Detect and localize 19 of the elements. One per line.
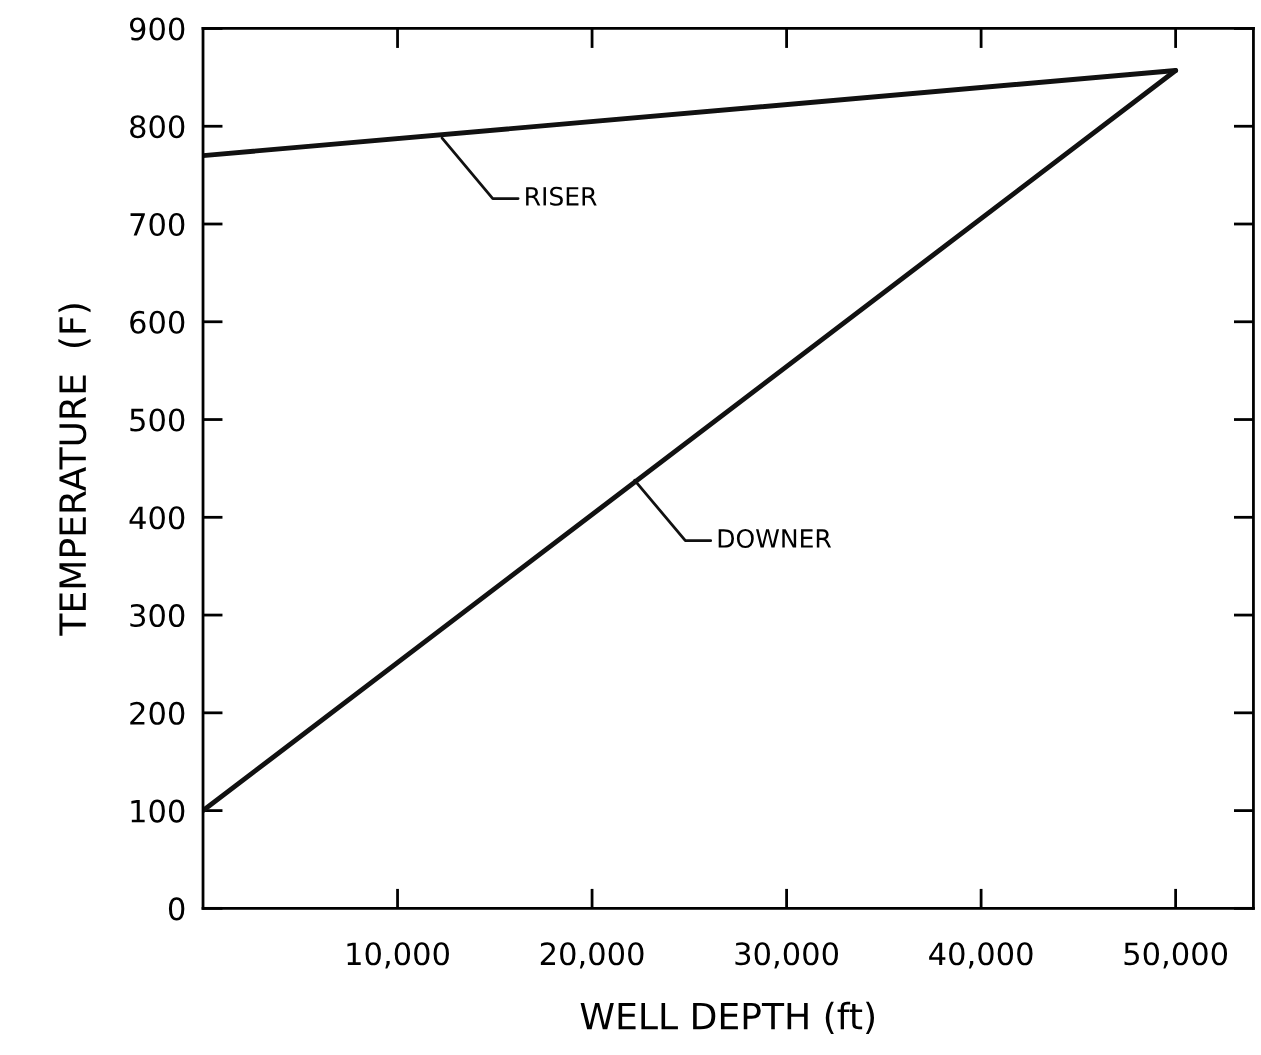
x-tick-label: 40,000 [929, 942, 1033, 969]
annotation: DOWNER [718, 529, 832, 548]
y-tick-label: 100 [131, 799, 185, 823]
y-tick-label: 800 [130, 115, 185, 139]
y-axis-title: TEMPERATURE (F) [58, 304, 91, 636]
y-tick-label: 0 [168, 897, 185, 921]
y-tick-label: 700 [130, 212, 185, 237]
y-tick-label: 400 [129, 506, 185, 530]
y-tick-label: 200 [130, 701, 185, 725]
annotation: RISER [526, 186, 597, 206]
y-tick-label: 300 [130, 604, 185, 628]
x-tick-label: 10,000 [347, 942, 449, 969]
x-tick-label: 20,000 [540, 942, 644, 969]
y-tick-label: 600 [130, 310, 185, 334]
x-tick-label: 30,000 [735, 942, 839, 969]
y-tick-label: 500 [130, 408, 185, 432]
x-tick-label: 50,000 [1124, 942, 1228, 969]
x-axis-title: WELL DEPTH (ft) [580, 1001, 874, 1035]
y-tick-label: 900 [129, 17, 185, 41]
